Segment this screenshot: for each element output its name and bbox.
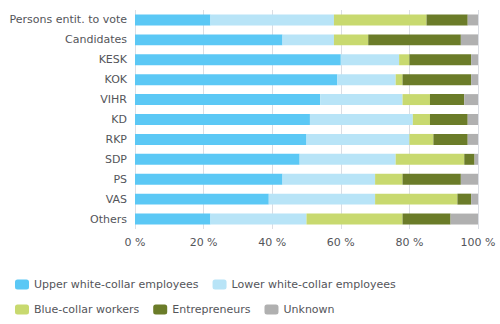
svg-text:0 %: 0 %: [125, 236, 146, 249]
svg-text:100 %: 100 %: [461, 236, 496, 249]
svg-text:RKP: RKP: [106, 133, 128, 146]
svg-text:Others: Others: [90, 213, 127, 226]
svg-text:Persons entit. to vote: Persons entit. to vote: [10, 13, 128, 26]
svg-text:Lower white-collar employees: Lower white-collar employees: [232, 278, 396, 291]
svg-text:Unknown: Unknown: [283, 303, 334, 316]
svg-text:KD: KD: [111, 113, 127, 126]
svg-text:SDP: SDP: [105, 153, 127, 166]
svg-text:60 %: 60 %: [327, 236, 355, 249]
svg-text:40 %: 40 %: [258, 236, 286, 249]
svg-text:KOK: KOK: [105, 73, 128, 86]
svg-text:VAS: VAS: [106, 193, 127, 206]
svg-text:80 %: 80 %: [395, 236, 423, 249]
svg-text:KESK: KESK: [99, 53, 128, 66]
svg-text:20 %: 20 %: [190, 236, 218, 249]
svg-text:Blue-collar workers: Blue-collar workers: [34, 303, 139, 316]
svg-text:Candidates: Candidates: [65, 33, 127, 46]
svg-text:PS: PS: [113, 173, 127, 186]
svg-text:VIHR: VIHR: [100, 93, 127, 106]
svg-text:Upper white-collar employees: Upper white-collar employees: [34, 278, 199, 291]
svg-text:Entrepreneurs: Entrepreneurs: [172, 303, 251, 316]
